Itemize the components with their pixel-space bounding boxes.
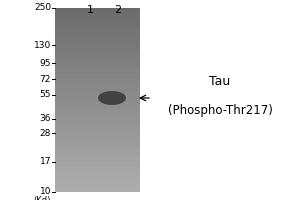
Text: 10: 10 [40,188,51,196]
Text: 2: 2 [114,5,122,15]
Text: 17: 17 [40,157,51,166]
Text: 130: 130 [34,41,51,50]
Text: Tau: Tau [209,75,231,88]
Text: 55: 55 [40,90,51,99]
Ellipse shape [98,91,126,105]
Text: 95: 95 [40,59,51,68]
Text: (Phospho-Thr217): (Phospho-Thr217) [168,104,272,117]
Text: 1: 1 [86,5,94,15]
Text: 72: 72 [40,75,51,84]
Text: 36: 36 [40,114,51,123]
Text: 28: 28 [40,129,51,138]
Text: (Kd): (Kd) [34,196,51,200]
Text: 250: 250 [34,3,51,12]
